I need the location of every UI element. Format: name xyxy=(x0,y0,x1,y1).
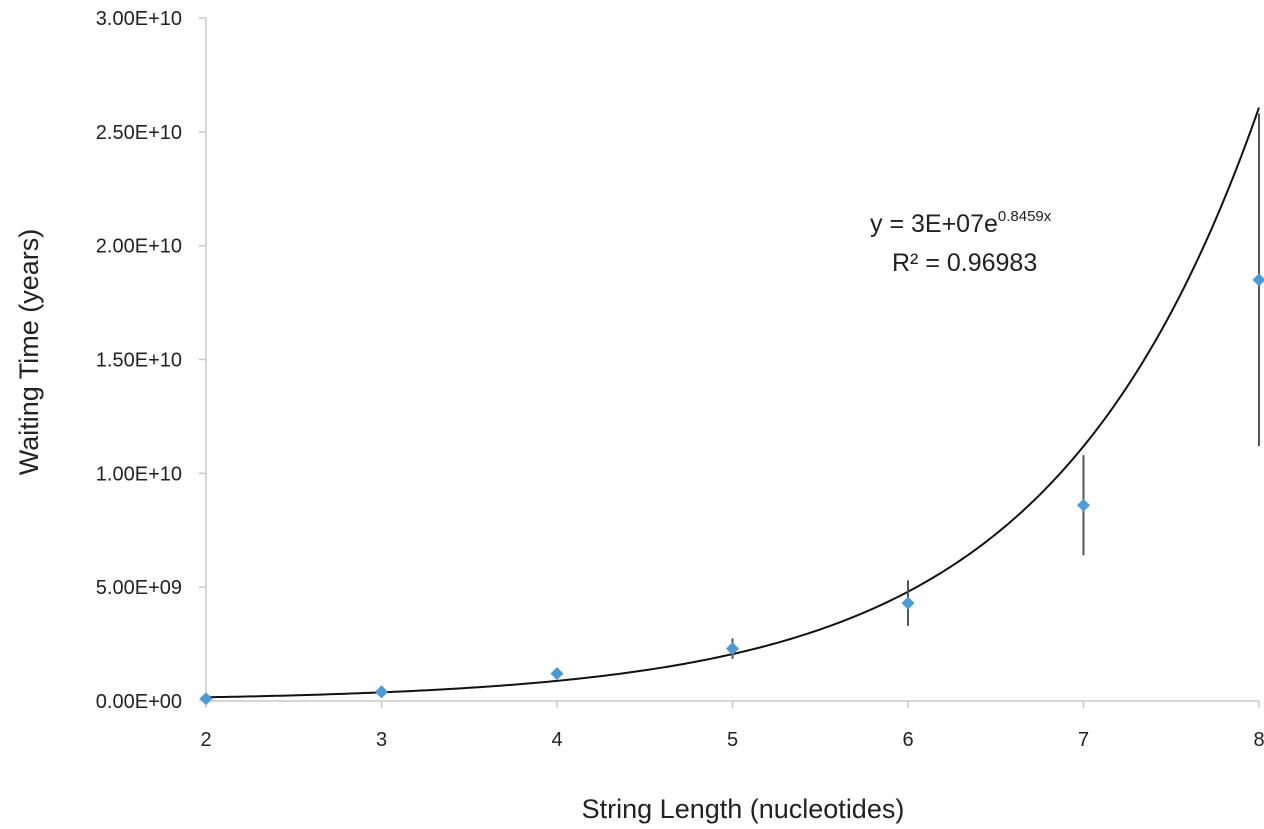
trendline-equation-base: y = 3E+07e xyxy=(870,210,998,238)
data-point xyxy=(901,596,915,610)
trendline-equation: y = 3E+07e0.8459x xyxy=(870,208,1052,238)
y-tick-label: 1.50E+10 xyxy=(96,350,182,372)
x-ticks: 2 3 4 5 6 7 8 xyxy=(200,701,1264,751)
data-point xyxy=(199,692,213,706)
error-bars xyxy=(556,113,1260,678)
y-tick-label: 0.00E+00 xyxy=(96,691,182,713)
y-tick-label: 3.00E+10 xyxy=(96,8,182,30)
data-point xyxy=(375,685,388,699)
trendline-curve xyxy=(205,107,1260,699)
x-tick-label: 4 xyxy=(551,729,562,751)
y-tick-label: 2.00E+10 xyxy=(96,236,182,258)
data-points xyxy=(199,273,1264,706)
x-tick-label: 8 xyxy=(1253,729,1264,751)
data-point xyxy=(550,667,564,681)
x-tick-label: 2 xyxy=(200,729,211,751)
x-axis-title: String Length (nucleotides) xyxy=(582,794,905,824)
y-ticks: 0.00E+00 5.00E+09 1.00E+10 1.50E+10 2.00E+10… xyxy=(96,8,206,713)
x-tick-label: 6 xyxy=(902,729,913,751)
y-tick-label: 5.00E+09 xyxy=(96,577,182,599)
y-tick-label: 1.00E+10 xyxy=(96,463,182,485)
data-point xyxy=(726,642,739,656)
data-point xyxy=(1077,498,1090,512)
y-axis-title: Waiting Time (years) xyxy=(14,229,44,476)
trendline-equation-exponent: 0.8459x xyxy=(998,208,1052,225)
y-tick-label: 2.50E+10 xyxy=(96,122,182,144)
x-tick-label: 3 xyxy=(376,729,387,751)
trendline-r-squared: R² = 0.96983 xyxy=(892,249,1037,277)
x-tick-label: 5 xyxy=(727,729,738,751)
x-tick-label: 7 xyxy=(1078,729,1089,751)
data-point xyxy=(1252,273,1264,287)
axes xyxy=(205,18,1259,702)
